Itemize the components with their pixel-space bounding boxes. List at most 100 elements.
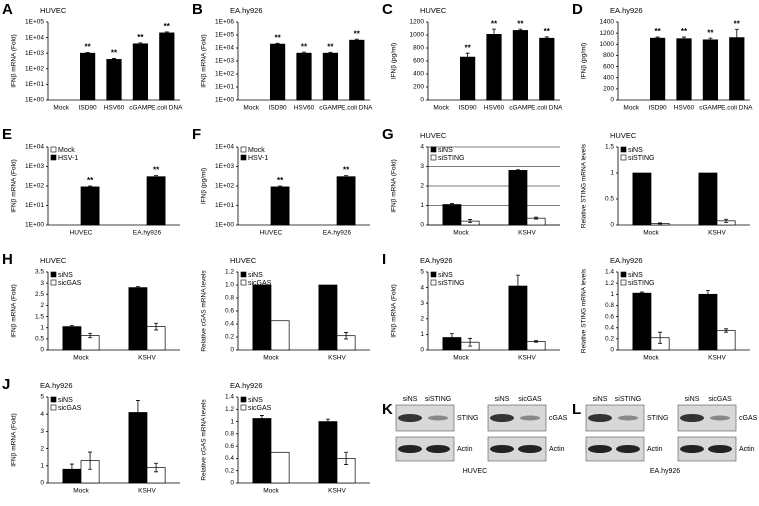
- y-tick-label: 0: [610, 97, 614, 104]
- y-tick-label: 400: [413, 71, 424, 78]
- bar: [676, 38, 692, 101]
- band: [398, 445, 422, 453]
- bar: [269, 43, 286, 101]
- x-tick-label: cGAMP: [319, 105, 341, 112]
- y-axis-label: IFNβ mRNA (Fold): [11, 159, 18, 213]
- panel-letter: J: [2, 376, 10, 393]
- y-axis-label: IFNβ (pg/ml): [201, 168, 208, 204]
- x-tick-label: EA.hy926: [133, 230, 162, 237]
- chart-title: HUVEC: [40, 6, 67, 15]
- y-tick-label: 800: [603, 52, 614, 59]
- y-tick-label: 3: [40, 280, 44, 287]
- legend-label: siNS: [58, 397, 73, 404]
- legend-label: siNS: [248, 397, 263, 404]
- error-bar: [154, 322, 159, 331]
- x-tick-label: KSHV: [708, 230, 726, 237]
- y-tick-label: 1E+02: [215, 71, 234, 78]
- x-tick-label: cGAMP: [699, 105, 721, 112]
- bar: [512, 30, 529, 101]
- y-tick-label: 0.8: [225, 295, 234, 302]
- panel-letter: I: [382, 251, 386, 268]
- bar: [252, 418, 272, 484]
- band: [426, 445, 450, 453]
- error-bar: [449, 203, 454, 206]
- x-tick-label: EA.hy926: [323, 230, 352, 237]
- legend-swatch: [240, 154, 247, 161]
- significance: **: [84, 43, 91, 52]
- error-bar: [69, 325, 74, 329]
- panel-letter: L: [572, 401, 581, 418]
- legend-swatch: [620, 271, 627, 278]
- y-tick-label: 1E+04: [25, 144, 44, 151]
- error-bar: [708, 37, 713, 42]
- chart-title: EA.hy926: [40, 381, 73, 390]
- y-tick-label: 2: [40, 302, 44, 309]
- bar: [716, 330, 736, 351]
- chart-title: HUVEC: [610, 131, 637, 140]
- error-bar: [278, 185, 283, 189]
- y-axis-label: IFNβ mRNA (Fold): [11, 413, 18, 467]
- error-bar: [658, 222, 663, 225]
- y-tick-label: 1.2: [225, 269, 234, 276]
- legend-swatch: [50, 271, 57, 278]
- error-bar: [325, 418, 330, 425]
- error-bar: [544, 36, 549, 40]
- y-tick-label: 0.6: [605, 313, 614, 320]
- y-tick-label: 0.5: [605, 196, 614, 203]
- y-tick-label: 0: [420, 222, 424, 229]
- bar: [729, 37, 745, 101]
- y-tick-label: 1: [40, 463, 44, 470]
- x-tick-label: Mock: [433, 105, 449, 112]
- legend-label: siSTING: [628, 280, 654, 287]
- legend-label: siNS: [438, 147, 453, 154]
- y-tick-label: 0.2: [605, 336, 614, 343]
- y-tick-label: 1: [420, 202, 424, 209]
- y-tick-label: 3.5: [35, 269, 44, 276]
- legend-label: sicGAS: [248, 280, 272, 287]
- y-tick-label: 1.4: [605, 269, 614, 276]
- y-axis-label: IFNβ (pg/ml): [391, 43, 398, 79]
- bar: [296, 52, 312, 101]
- y-tick-label: 1E+05: [25, 19, 44, 26]
- band: [618, 415, 638, 421]
- y-tick-label: 1E+03: [25, 50, 44, 57]
- x-tick-label: Mock: [243, 105, 259, 112]
- error-bar: [534, 216, 539, 220]
- y-tick-label: 2: [420, 183, 424, 190]
- y-tick-label: 3: [420, 163, 424, 170]
- bar: [698, 172, 718, 226]
- band: [616, 445, 640, 453]
- error-bar: [658, 331, 663, 344]
- y-tick-label: 0: [40, 480, 44, 487]
- error-bar: [465, 52, 470, 62]
- x-tick-label: ISD90: [269, 105, 287, 112]
- x-tick-label: Mock: [623, 105, 639, 112]
- chart-title: EA.hy926: [230, 6, 263, 15]
- x-tick-label: KSHV: [328, 488, 346, 495]
- error-bar: [302, 51, 306, 55]
- legend-label: siNS: [628, 272, 643, 279]
- legend-swatch: [50, 404, 57, 411]
- significance: **: [153, 166, 160, 175]
- legend-label: siNS: [58, 272, 73, 279]
- y-tick-label: 0.4: [225, 455, 234, 462]
- x-tick-label: cGAMP: [509, 105, 531, 112]
- x-tick-label: Mock: [263, 488, 279, 495]
- error-bar: [135, 286, 140, 289]
- target-label: cGAS: [549, 415, 568, 422]
- x-tick-label: E.coli DNA: [721, 105, 753, 112]
- band: [588, 445, 612, 453]
- x-tick-label: Mock: [643, 355, 659, 362]
- legend-swatch: [50, 154, 57, 161]
- legend-label: sicGAS: [248, 405, 272, 412]
- legend-label: Mock: [58, 147, 75, 154]
- y-tick-label: 1: [230, 418, 234, 425]
- band: [708, 445, 732, 453]
- lane-label: sicGAS: [518, 396, 542, 403]
- significance: **: [277, 176, 284, 185]
- legend-swatch: [240, 396, 247, 403]
- panel-letter: D: [572, 1, 583, 18]
- significance: **: [111, 49, 118, 58]
- y-tick-label: 1E+00: [215, 97, 234, 104]
